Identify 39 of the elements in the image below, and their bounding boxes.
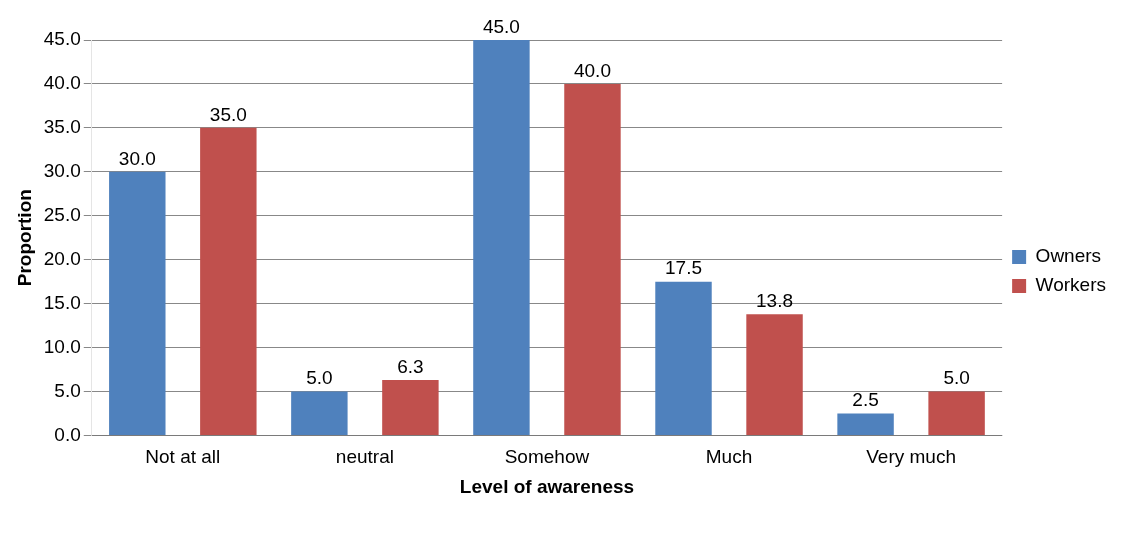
bar xyxy=(200,127,257,435)
bar xyxy=(928,391,985,435)
bar xyxy=(291,391,348,435)
y-axis-title: Proportion xyxy=(13,189,35,287)
bar xyxy=(382,380,439,435)
bar xyxy=(564,83,621,435)
data-label: 40.0 xyxy=(573,59,611,81)
data-label: 6.3 xyxy=(397,355,424,377)
legend-label: Workers xyxy=(1035,274,1107,296)
bar xyxy=(655,281,712,435)
data-label: 5.0 xyxy=(943,367,970,389)
bar xyxy=(109,171,166,435)
x-tick-label: Not at all xyxy=(145,446,221,468)
y-tick-label: 40.0 xyxy=(43,72,81,94)
y-tick-label: 20.0 xyxy=(43,247,81,269)
x-tick-label: Very much xyxy=(866,446,956,468)
y-tick-label: 15.0 xyxy=(43,291,81,313)
bar xyxy=(473,40,530,435)
x-tick-label: Much xyxy=(705,446,753,468)
y-tick-label: 45.0 xyxy=(43,28,81,50)
y-tick-label: 35.0 xyxy=(43,116,81,138)
data-label: 2.5 xyxy=(852,389,879,411)
y-tick-label: 0.0 xyxy=(54,423,81,445)
bar xyxy=(837,413,894,435)
data-label: 13.8 xyxy=(756,289,794,311)
y-tick-label: 10.0 xyxy=(43,335,81,357)
data-label: 45.0 xyxy=(482,15,520,37)
legend-label: Owners xyxy=(1035,245,1102,267)
y-tick-label: 5.0 xyxy=(54,379,81,401)
y-tick-label: 25.0 xyxy=(43,203,81,225)
bar xyxy=(746,314,803,435)
data-label: 17.5 xyxy=(665,257,702,279)
x-tick-label: neutral xyxy=(335,446,394,468)
data-label: 5.0 xyxy=(306,367,333,389)
data-label: 35.0 xyxy=(209,103,247,125)
data-label: 30.0 xyxy=(118,147,156,169)
x-axis-title: Level of awareness xyxy=(459,475,635,497)
y-tick-label: 30.0 xyxy=(43,160,81,182)
x-tick-label: Somehow xyxy=(504,446,590,468)
